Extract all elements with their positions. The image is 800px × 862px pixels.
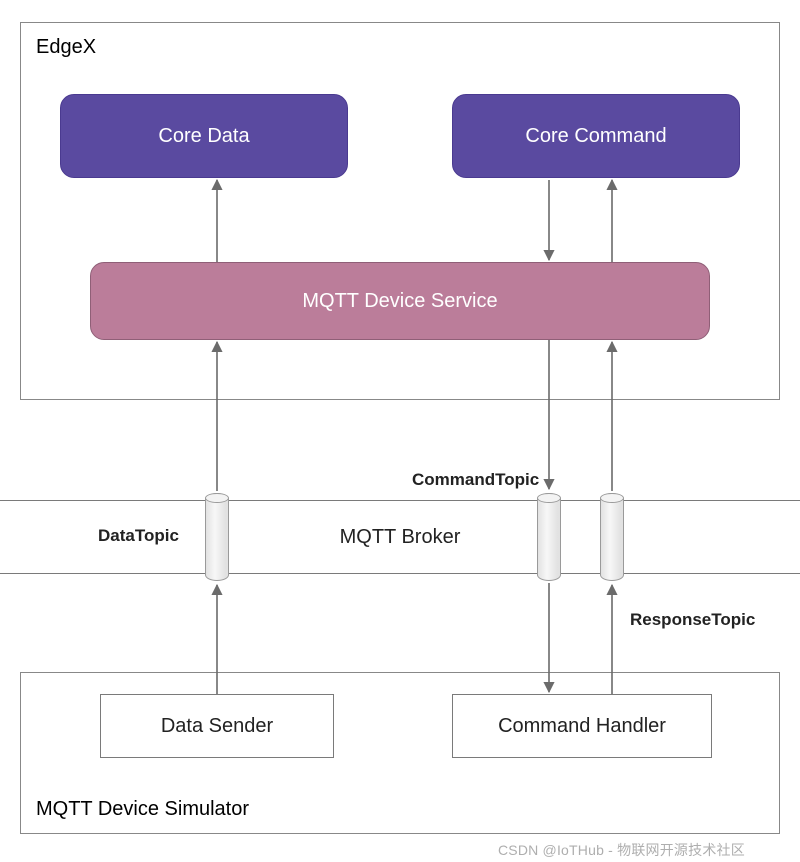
mqtt-device-service-node: MQTT Device Service — [90, 262, 710, 340]
core-data-node: Core Data — [60, 94, 348, 178]
core-command-node: Core Command — [452, 94, 740, 178]
response-topic-pipe — [600, 493, 624, 581]
data-sender-node: Data Sender — [100, 694, 334, 758]
edgex-container — [20, 22, 780, 400]
response-topic-label: ResponseTopic — [630, 610, 755, 630]
command-topic-pipe — [537, 493, 561, 581]
data-topic-pipe — [205, 493, 229, 581]
simulator-label: MQTT Device Simulator — [36, 798, 249, 821]
edgex-label: EdgeX — [36, 36, 96, 59]
watermark-text: CSDN @IoTHub - 物联网开源技术社区 — [498, 840, 745, 860]
command-topic-label: CommandTopic — [412, 470, 539, 490]
command-handler-node: Command Handler — [452, 694, 712, 758]
data-topic-label: DataTopic — [98, 526, 179, 546]
